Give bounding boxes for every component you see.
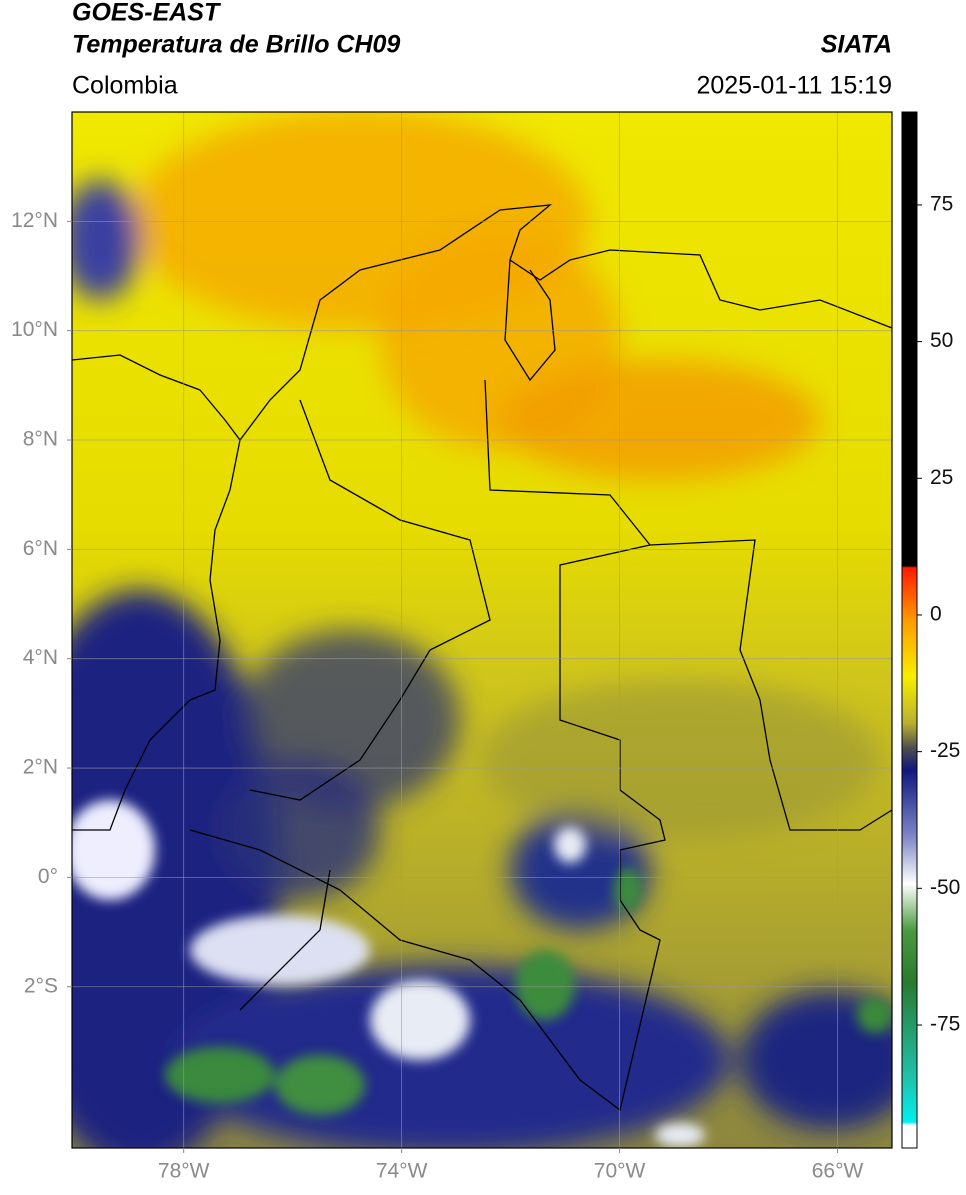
datetime: 2025-01-11 15:19	[696, 72, 892, 100]
colorbar-tick-label: 0	[930, 603, 942, 626]
y-tick-label: 0°	[38, 865, 58, 888]
y-tick-label: 8°N	[23, 428, 58, 451]
product-title: Temperatura de Brillo CH09	[72, 31, 400, 59]
y-tick-label: 4°N	[23, 646, 58, 669]
y-tick-label: 2°S	[24, 974, 58, 997]
colorbar-tick-label: -50	[930, 876, 960, 899]
region: Colombia	[72, 72, 178, 100]
colorbar-tick-label: 50	[930, 329, 953, 352]
x-tick-label: 78°W	[158, 1160, 210, 1183]
y-tick-label: 2°N	[23, 756, 58, 779]
source: SIATA	[821, 31, 892, 59]
satellite-title: GOES-EAST	[72, 0, 222, 27]
colorbar-tick-label: -75	[930, 1013, 960, 1036]
map-frame	[71, 111, 893, 1149]
colorbar-tick-label: 75	[930, 192, 953, 215]
colorbar-tick-label: 25	[930, 466, 953, 489]
y-tick-label: 10°N	[11, 318, 58, 341]
satellite-image	[72, 112, 892, 1148]
colorbar-tick-label: -25	[930, 739, 960, 762]
colorbar	[901, 111, 918, 1149]
x-tick-label: 70°W	[594, 1160, 646, 1183]
x-tick-label: 74°W	[376, 1160, 428, 1183]
y-tick-label: 12°N	[11, 209, 58, 232]
x-tick-label: 66°W	[812, 1160, 864, 1183]
y-tick-label: 6°N	[23, 537, 58, 560]
